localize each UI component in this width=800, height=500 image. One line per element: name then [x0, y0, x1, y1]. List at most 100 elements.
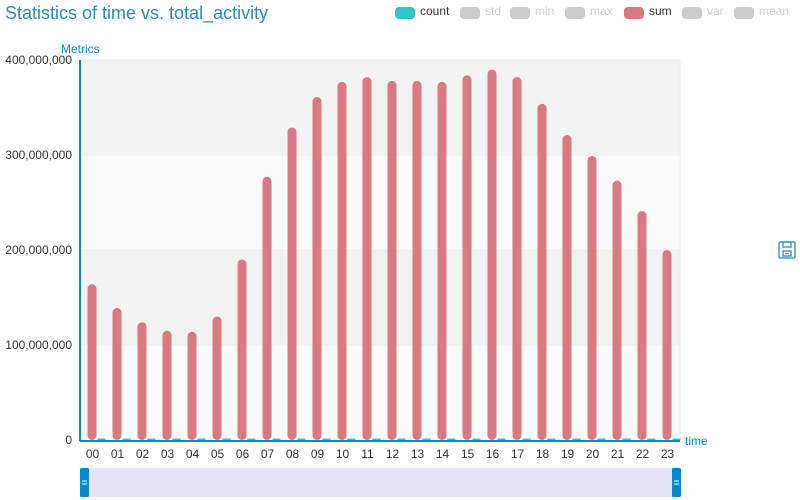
bar-count[interactable]	[522, 438, 531, 441]
x-tick-label: 03	[161, 447, 175, 461]
bar-count[interactable]	[572, 438, 581, 441]
grid-band	[80, 345, 680, 440]
bar-sum[interactable]	[612, 180, 622, 440]
bar-count[interactable]	[122, 438, 131, 441]
y-tick-label: 300,000,000	[5, 148, 72, 162]
legend-label: mean	[759, 4, 790, 18]
bar-count[interactable]	[372, 438, 381, 441]
data-zoom-handle-left[interactable]	[80, 468, 89, 497]
bar-sum[interactable]	[287, 127, 297, 440]
bar-count[interactable]	[147, 438, 156, 441]
x-tick-label: 11	[361, 447, 374, 461]
bar-count[interactable]	[647, 438, 656, 441]
bar-count[interactable]	[97, 438, 106, 441]
legend-swatch	[624, 7, 644, 19]
legend-label: max	[590, 4, 613, 18]
legend-label: min	[535, 4, 555, 18]
legend-swatch	[565, 7, 585, 19]
bar-sum[interactable]	[412, 80, 422, 441]
x-axis-label: time	[685, 434, 708, 448]
x-tick-label: 19	[561, 447, 575, 461]
bar-sum[interactable]	[237, 259, 247, 441]
bar-count[interactable]	[197, 438, 206, 441]
bar-count[interactable]	[597, 438, 606, 441]
x-tick-label: 04	[186, 447, 200, 461]
bar-sum[interactable]	[137, 322, 147, 440]
x-tick-label: 22	[636, 447, 650, 461]
bar-count[interactable]	[447, 438, 456, 441]
x-tick-label: 02	[136, 447, 150, 461]
bar-sum[interactable]	[162, 330, 172, 440]
bar-count[interactable]	[497, 438, 506, 441]
data-zoom-range[interactable]	[84, 468, 676, 497]
x-tick-label: 09	[311, 447, 325, 461]
bar-sum[interactable]	[262, 176, 272, 440]
bar-count[interactable]	[622, 438, 631, 441]
bar-count[interactable]	[547, 438, 556, 441]
bar-count[interactable]	[472, 438, 481, 441]
bar-count[interactable]	[397, 438, 406, 441]
legend-swatch	[682, 7, 702, 19]
legend-label: sum	[649, 4, 672, 18]
data-zoom-handle-right[interactable]	[672, 468, 681, 497]
bar-sum[interactable]	[312, 97, 322, 441]
grid-band	[80, 250, 680, 345]
bar-count[interactable]	[297, 438, 306, 441]
bar-count[interactable]	[322, 438, 331, 441]
bar-count[interactable]	[422, 438, 431, 441]
bar-sum[interactable]	[437, 81, 447, 440]
y-tick-label: 0	[65, 433, 72, 447]
bar-sum[interactable]	[87, 284, 97, 440]
bar-sum[interactable]	[187, 331, 197, 440]
x-tick-label: 13	[411, 447, 425, 461]
y-tick-label: 200,000,000	[5, 243, 72, 257]
x-tick-label: 16	[486, 447, 500, 461]
x-tick-label: 21	[611, 447, 625, 461]
legend-label: var	[707, 4, 724, 18]
legend-swatch	[734, 7, 754, 19]
x-tick-label: 15	[461, 447, 475, 461]
bar-sum[interactable]	[362, 77, 372, 440]
save-icon	[778, 241, 796, 259]
x-tick-label: 10	[336, 447, 350, 461]
bar-sum[interactable]	[537, 103, 547, 440]
bar-sum[interactable]	[562, 135, 572, 441]
bar-sum[interactable]	[462, 75, 472, 440]
bar-sum[interactable]	[487, 69, 497, 441]
x-tick-label: 17	[511, 447, 525, 461]
legend-swatch	[395, 7, 415, 19]
bar-count[interactable]	[247, 438, 256, 441]
legend-label: count	[420, 4, 450, 18]
x-tick-label: 23	[661, 447, 675, 461]
grid-band	[80, 60, 680, 155]
bar-sum[interactable]	[112, 307, 122, 440]
x-tick-label: 00	[86, 447, 100, 461]
x-tick-label: 05	[211, 447, 225, 461]
bar-sum[interactable]	[637, 211, 647, 440]
bar-count[interactable]	[272, 438, 281, 441]
x-tick-label: 01	[111, 447, 125, 461]
grid-band	[80, 155, 680, 250]
x-tick-label: 08	[286, 447, 300, 461]
bar-sum[interactable]	[212, 316, 222, 441]
bar-count[interactable]	[347, 438, 356, 441]
y-tick-label: 400,000,000	[5, 53, 72, 67]
x-tick-label: 20	[586, 447, 600, 461]
bar-sum[interactable]	[387, 80, 397, 441]
bar-sum[interactable]	[512, 77, 522, 440]
x-tick-label: 07	[261, 447, 275, 461]
x-tick-label: 06	[236, 447, 250, 461]
save-as-image-button[interactable]	[777, 240, 797, 260]
bar-sum[interactable]	[587, 155, 597, 440]
y-tick-label: 100,000,000	[5, 338, 72, 352]
bar-count[interactable]	[172, 438, 181, 441]
bar-count[interactable]	[672, 438, 681, 441]
bar-sum[interactable]	[662, 250, 672, 440]
legend-label: std	[485, 4, 502, 18]
chart-title: Statistics of time vs. total_activity	[5, 3, 269, 23]
x-tick-label: 12	[386, 447, 400, 461]
bar-sum[interactable]	[337, 81, 347, 440]
x-tick-label: 14	[436, 447, 450, 461]
bar-count[interactable]	[222, 438, 231, 441]
